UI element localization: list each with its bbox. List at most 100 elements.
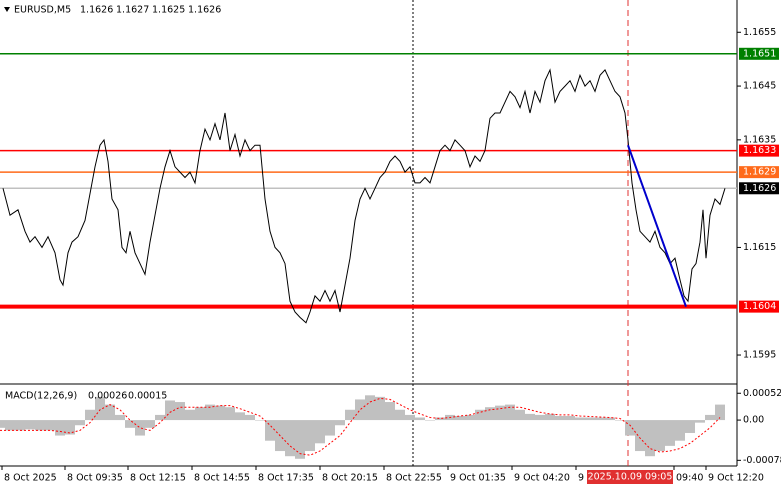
histogram-bar xyxy=(565,415,575,421)
histogram-bar xyxy=(255,420,265,421)
x-tick-label: 8 Oct 09:35 xyxy=(67,473,123,484)
symbol-title: EURUSD,M5 xyxy=(14,5,71,16)
x-tick-label: 8 Oct 14:55 xyxy=(194,473,250,484)
histogram-bar xyxy=(225,407,235,421)
x-tick-label: 8 Oct 20:15 xyxy=(322,473,378,484)
histogram-bar xyxy=(115,414,125,421)
histogram-bar xyxy=(65,420,75,435)
histogram-bar xyxy=(235,412,245,421)
histogram-bar xyxy=(165,400,175,421)
histogram-bar xyxy=(525,413,535,421)
histogram-bar xyxy=(345,409,355,421)
x-tick-label: 9 Oct 01:35 xyxy=(450,473,506,484)
price-level-label: 1.1604 xyxy=(743,301,776,312)
histogram-bar xyxy=(505,404,515,421)
x-tick-label: 8 Oct 22:55 xyxy=(386,473,442,484)
y-tick-label: 0.00052 xyxy=(743,388,781,399)
cursor-time-box xyxy=(587,470,673,484)
histogram-bar xyxy=(545,413,555,421)
histogram-bar xyxy=(415,417,425,421)
histogram-bar xyxy=(695,420,705,423)
histogram-bar xyxy=(265,420,275,441)
y-tick-label: 1.1595 xyxy=(743,350,776,361)
histogram-bar xyxy=(175,402,185,421)
histogram-bar xyxy=(355,399,365,421)
histogram-bar xyxy=(455,415,465,421)
macd-signal-value: 0.00015 xyxy=(128,391,167,402)
ohlc-close: 1.1626 xyxy=(188,5,221,16)
histogram-bar xyxy=(315,420,325,444)
histogram-bar xyxy=(35,420,45,431)
price-level-label: 1.1629 xyxy=(743,167,776,178)
histogram-bar xyxy=(615,420,625,421)
price-level-label: 1.1633 xyxy=(743,145,776,156)
price-level-box xyxy=(739,182,779,195)
histogram-bar xyxy=(465,414,475,421)
histogram-bar xyxy=(145,420,155,428)
trend-line xyxy=(627,144,687,307)
histogram-bar xyxy=(625,420,635,436)
ohlc-low: 1.1625 xyxy=(152,5,185,16)
histogram-bar xyxy=(385,402,395,421)
histogram-bar xyxy=(495,405,505,421)
x-tick-label: 9 Oct 04:20 xyxy=(514,473,570,484)
x-tick-label: 09:40 xyxy=(676,473,703,484)
price-level-box xyxy=(739,144,779,157)
histogram-bar xyxy=(635,420,645,452)
histogram-bar xyxy=(675,420,685,441)
histogram-bar xyxy=(645,420,655,457)
histogram-bar xyxy=(335,420,345,426)
histogram-bar xyxy=(0,420,5,428)
histogram-bar xyxy=(655,420,665,452)
histogram-bar xyxy=(685,420,695,433)
histogram-bar xyxy=(585,417,595,421)
histogram-bar xyxy=(435,417,445,421)
histogram-bar xyxy=(295,420,305,459)
histogram-bar xyxy=(105,404,115,421)
cursor-time-label: 2025.10.09 09:05 xyxy=(588,472,673,483)
price-line xyxy=(2,68,726,324)
y-tick-label: 0.00 xyxy=(743,415,764,426)
histogram-bar xyxy=(325,420,335,436)
histogram-bar xyxy=(305,420,315,452)
ohlc-high: 1.1627 xyxy=(116,5,149,16)
x-tick-label: 9 Oct 12:20 xyxy=(708,473,764,484)
histogram-bar xyxy=(55,420,65,436)
histogram-bar xyxy=(45,420,55,431)
price-level-label: 1.1626 xyxy=(743,183,776,194)
histogram-bar xyxy=(95,396,105,421)
histogram-bar xyxy=(665,420,675,446)
histogram-bar xyxy=(5,420,15,431)
price-level-box xyxy=(739,300,779,313)
y-tick-label: 1.1645 xyxy=(743,81,776,92)
histogram-bar xyxy=(595,417,605,421)
histogram-bar xyxy=(425,420,435,421)
x-tick-label: 8 Oct 17:35 xyxy=(258,473,314,484)
x-tick-label: 8 Oct 12:15 xyxy=(130,473,186,484)
y-tick-label: 1.1655 xyxy=(743,27,776,38)
histogram-bar xyxy=(535,414,545,421)
histogram-bar xyxy=(285,420,295,457)
histogram-bar xyxy=(135,420,145,436)
histogram-bar xyxy=(125,420,135,428)
menu-arrow[interactable] xyxy=(4,7,10,12)
signal-line xyxy=(0,397,721,456)
histogram-bar xyxy=(705,414,715,421)
histogram-bar xyxy=(195,407,205,421)
histogram-bar xyxy=(715,404,725,421)
histogram-bar xyxy=(85,409,95,421)
price-level-box xyxy=(739,166,779,179)
x-tick-label: 8 Oct 2025 xyxy=(4,473,57,484)
histogram-bar xyxy=(485,407,495,421)
price-level-label: 1.1651 xyxy=(743,48,776,59)
histogram-bar xyxy=(185,409,195,421)
histogram-bar xyxy=(155,414,165,421)
histogram-bar xyxy=(215,405,225,421)
histogram-bar xyxy=(75,420,85,426)
price-level-box xyxy=(739,47,779,60)
histogram-bar xyxy=(15,420,25,431)
histogram-bar xyxy=(575,417,585,421)
macd-value: 0.00026 xyxy=(88,391,127,402)
